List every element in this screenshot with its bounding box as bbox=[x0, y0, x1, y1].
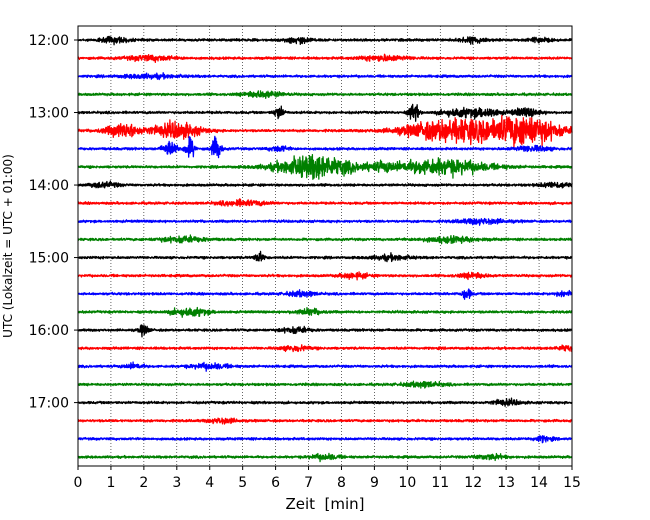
trace-line bbox=[77, 452, 573, 463]
trace-line bbox=[77, 271, 573, 281]
y-tick-label: 12:00 bbox=[29, 33, 69, 49]
trace-line bbox=[77, 324, 573, 338]
trace-line bbox=[77, 103, 573, 122]
trace-line bbox=[77, 234, 573, 245]
trace-line bbox=[77, 288, 573, 300]
x-tick-label: 9 bbox=[370, 475, 379, 491]
trace-line bbox=[77, 90, 573, 100]
y-axis-ticks: 12:00 13:00 14:00 15:00 16:00 17:00 bbox=[29, 33, 78, 412]
trace-line bbox=[77, 250, 573, 263]
y-tick-label: 14:00 bbox=[29, 178, 69, 194]
trace-line bbox=[77, 180, 573, 189]
plot-frame bbox=[77, 25, 573, 467]
trace-line bbox=[77, 344, 573, 353]
trace-line bbox=[77, 35, 573, 46]
x-tick-label: 0 bbox=[74, 475, 83, 491]
y-tick-label: 15:00 bbox=[29, 251, 69, 267]
x-tick-label: 6 bbox=[271, 475, 280, 491]
x-tick-label: 12 bbox=[464, 475, 482, 491]
trace-line bbox=[77, 154, 573, 180]
x-tick-label: 14 bbox=[530, 475, 548, 491]
trace-line bbox=[77, 53, 573, 64]
trace-line bbox=[77, 435, 573, 444]
trace-line bbox=[77, 380, 573, 389]
x-tick-label: 15 bbox=[563, 475, 581, 491]
x-axis-label: Zeit [min] bbox=[285, 495, 364, 513]
y-tick-label: 13:00 bbox=[29, 106, 69, 122]
trace-line bbox=[77, 72, 573, 81]
y-tick-label: 17:00 bbox=[29, 396, 69, 412]
x-tick-label: 5 bbox=[238, 475, 247, 491]
y-tick-label: 16:00 bbox=[29, 323, 69, 339]
x-tick-label: 4 bbox=[205, 475, 214, 491]
trace-line bbox=[77, 397, 573, 407]
trace-line bbox=[77, 135, 573, 159]
x-tick-label: 3 bbox=[172, 475, 181, 491]
x-tick-label: 1 bbox=[106, 475, 115, 491]
x-axis-ticks: 0 1 2 3 4 5 6 7 8 9 10 11 12 13 14 15 bbox=[74, 466, 581, 491]
x-tick-label: 10 bbox=[398, 475, 416, 491]
trace-line bbox=[77, 417, 573, 425]
trace-line bbox=[77, 217, 573, 226]
x-tick-label: 7 bbox=[304, 475, 313, 491]
trace-line bbox=[77, 114, 573, 149]
x-tick-label: 8 bbox=[337, 475, 346, 491]
y-axis-label: UTC (Lokalzeit = UTC + 01:00) bbox=[1, 154, 15, 338]
x-tick-label: 2 bbox=[139, 475, 148, 491]
x-tick-label: 11 bbox=[431, 475, 449, 491]
trace-line bbox=[77, 306, 573, 318]
x-tick-label: 13 bbox=[497, 475, 515, 491]
trace-line bbox=[77, 198, 573, 208]
seismic-traces bbox=[77, 35, 573, 463]
vertical-grid-lines bbox=[110, 26, 540, 466]
trace-line bbox=[77, 361, 573, 372]
